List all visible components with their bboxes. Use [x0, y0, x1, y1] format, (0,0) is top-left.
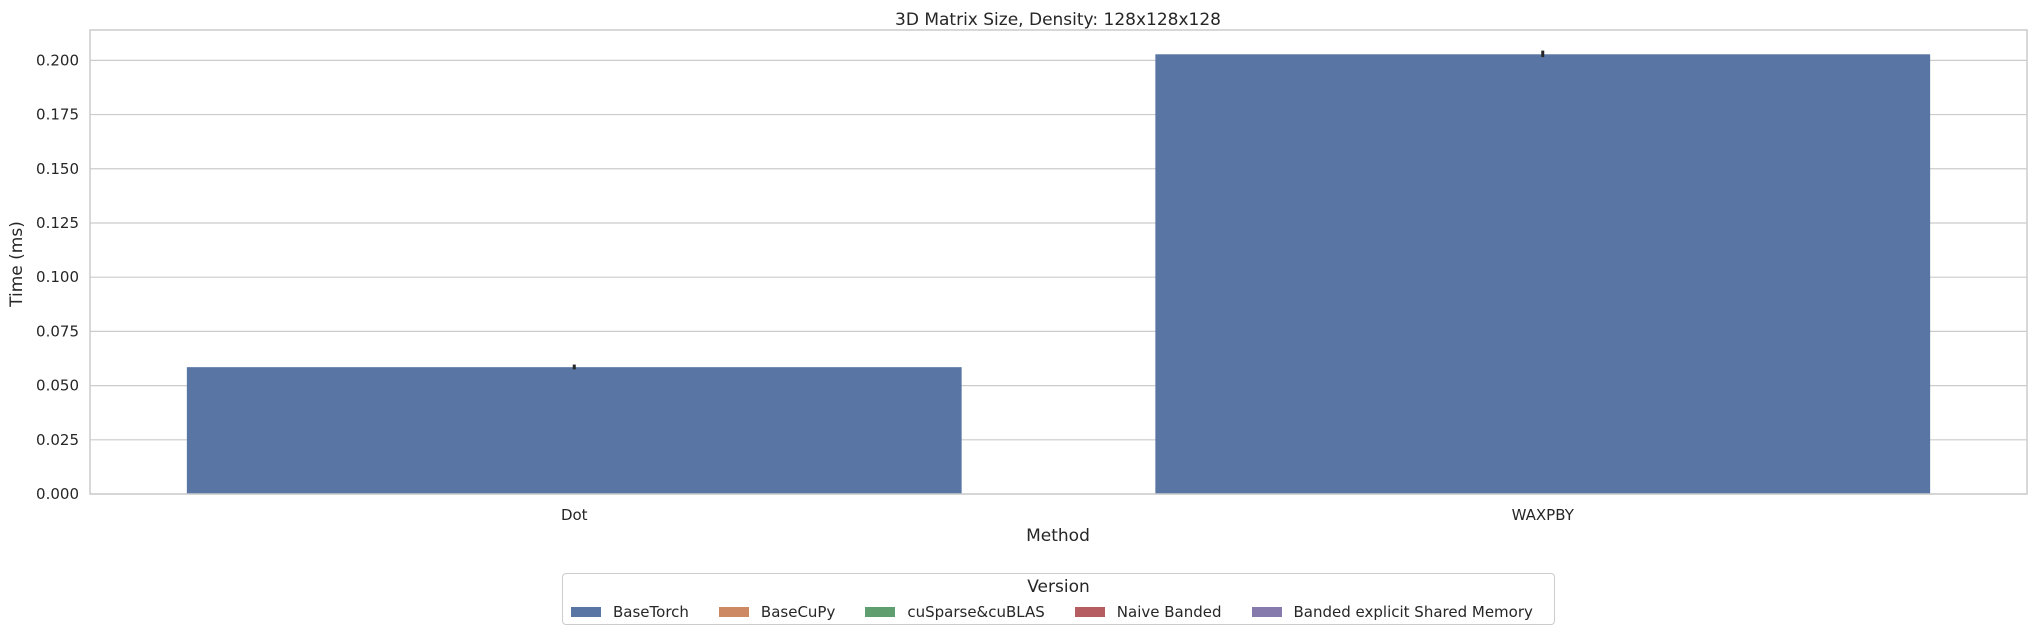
x-tick-label: WAXPBY — [1512, 506, 1575, 524]
chart-title: 3D Matrix Size, Density: 128x128x128 — [895, 10, 1221, 30]
y-tick-labels: 0.000 0.025 0.050 0.075 0.100 0.125 0.150 0.175… — [36, 51, 79, 503]
error-bars — [572, 50, 1545, 370]
legend-item-cusparse-cublas: cuSparse&cuBLAS — [865, 603, 1045, 621]
y-tick-label: 0.200 — [36, 51, 79, 69]
legend-item-naive-banded: Naive Banded — [1074, 603, 1222, 621]
x-axis-label: Method — [1026, 526, 1090, 546]
y-axis-label: Time (ms) — [7, 221, 27, 308]
y-tick-label: 0.175 — [36, 106, 79, 124]
bar-chart: 0.000 0.025 0.050 0.075 0.100 0.125 0.150 0.175… — [7, 10, 2028, 546]
x-tick-label: Dot — [561, 506, 588, 524]
legend-swatch — [1251, 607, 1282, 617]
legend-swatch — [1074, 607, 1105, 617]
y-tick-label: 0.025 — [36, 431, 79, 449]
legend: Version BaseTorch BaseCuPy cuSparse&cuBL… — [562, 573, 1555, 625]
plot-frame — [89, 29, 2028, 495]
y-tick-label: 0.150 — [36, 160, 79, 178]
bar-dot — [186, 367, 962, 494]
legend-items: BaseTorch BaseCuPy cuSparse&cuBLAS Naive… — [571, 603, 1563, 621]
legend-label: cuSparse&cuBLAS — [907, 603, 1045, 621]
bars — [186, 54, 1931, 494]
y-tick-label: 0.000 — [36, 485, 79, 503]
y-tick-label: 0.100 — [36, 268, 79, 286]
legend-swatch — [865, 607, 896, 617]
legend-item-basecupy: BaseCuPy — [718, 603, 836, 621]
legend-item-banded-explicit-shared-memory: Banded explicit Shared Memory — [1251, 603, 1533, 621]
legend-title: Version — [1027, 577, 1090, 597]
bar-waxpby — [1155, 54, 1931, 494]
legend-label: Banded explicit Shared Memory — [1293, 603, 1533, 621]
x-tick-labels: Dot WAXPBY — [561, 506, 1575, 524]
y-tick-label: 0.050 — [36, 377, 79, 395]
legend-item-basetorch: BaseTorch — [571, 603, 689, 621]
y-tick-label: 0.075 — [36, 322, 79, 340]
legend-swatch — [571, 607, 601, 617]
legend-label: BaseCuPy — [760, 603, 836, 621]
y-tick-label: 0.125 — [36, 214, 79, 232]
legend-label: Naive Banded — [1116, 603, 1222, 621]
legend-label: BaseTorch — [613, 603, 689, 621]
legend-swatch — [718, 607, 749, 617]
